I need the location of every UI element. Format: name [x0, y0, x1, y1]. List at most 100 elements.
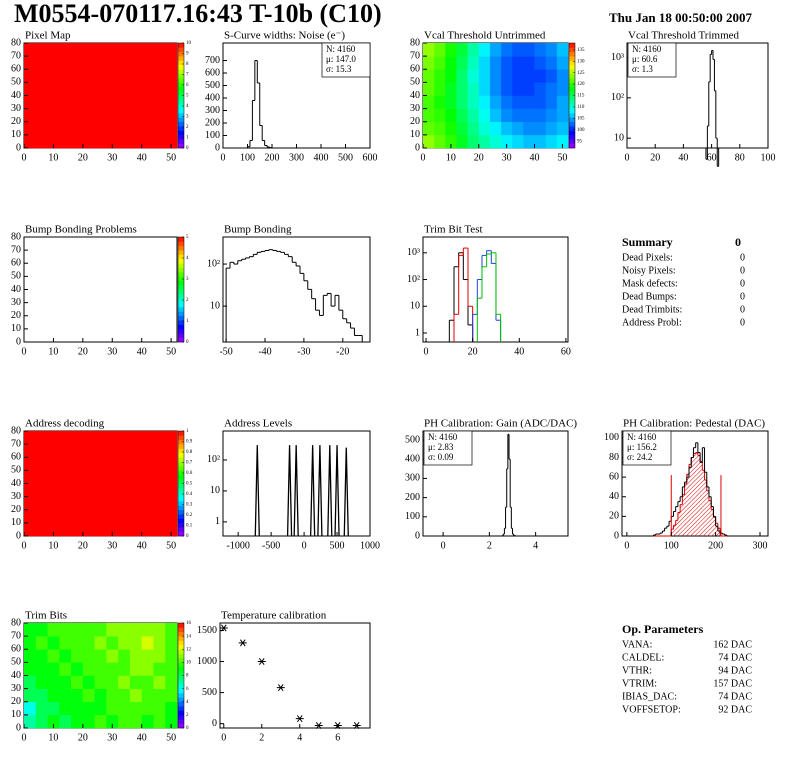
y-tick-label: 50 [11, 465, 21, 476]
colorbar-band [178, 47, 184, 53]
y-tick-label: 200 [405, 492, 420, 503]
heatmap-cell [556, 69, 569, 83]
y-tick-label: 500 [202, 687, 217, 698]
op-value: 74 DAC [718, 691, 752, 702]
heatmap-cell [106, 714, 119, 729]
colorbar-band [178, 527, 184, 532]
y-tick-label: 50 [11, 657, 21, 668]
x-tick-label: 50 [557, 152, 567, 163]
x-tick-label: 20 [78, 732, 88, 743]
colorbar-band [178, 320, 184, 325]
heatmap-cell [47, 636, 60, 650]
summary-value: 0 [740, 265, 745, 276]
heatmap-cell [434, 82, 446, 96]
y-tick-label: 70 [11, 630, 21, 641]
stats-box [627, 42, 677, 78]
hist-fill [671, 529, 674, 536]
hist-fill [680, 504, 683, 536]
colorbar-tick-label: 1 [186, 319, 189, 324]
y-tick-label: 30 [11, 297, 21, 308]
heatmap-cell [141, 623, 154, 637]
y-tick-label: 0 [16, 722, 21, 733]
heatmap-cell [24, 649, 37, 663]
heatmap-cell [467, 134, 480, 149]
heatmap-cell [129, 701, 142, 716]
colorbar-band [178, 250, 184, 255]
colorbar-band [178, 679, 184, 685]
heatmap-cell [71, 675, 84, 689]
heatmap-cell [478, 108, 491, 123]
summary-value: 0 [740, 291, 745, 302]
star-marker [352, 722, 361, 730]
colorbar-band [178, 121, 184, 127]
colorbar-tick-label: 0 [186, 726, 189, 731]
page-title: M0554-070117.16:43 T-10b (C10) [14, 0, 382, 28]
plot-frame [23, 236, 178, 343]
colorbar-band [178, 64, 184, 70]
heatmap-cell [94, 636, 107, 650]
heatmap-cell [59, 636, 72, 650]
heatmap-cell [24, 688, 37, 703]
colorbar-band [178, 91, 184, 96]
page-date: Thu Jan 18 00:50:00 2007 [609, 10, 753, 25]
y-tick-label: 300 [405, 473, 420, 484]
colorbar-band [569, 108, 575, 114]
heatmap-cell [434, 108, 446, 123]
chart-title: Vcal Threshold Untrimmed [424, 30, 546, 42]
heatmap-cell [445, 134, 457, 149]
heatmap-cell [106, 636, 119, 650]
y-tick-label: 40 [11, 90, 21, 101]
colorbar-band [178, 143, 184, 149]
colorbar-band [178, 82, 184, 88]
colorbar-tick-label: 0.6 [186, 471, 193, 476]
heatmap-cell [478, 82, 491, 96]
chart-title: Vcal Threshold Trimmed [628, 30, 740, 42]
colorbar-band [178, 431, 184, 436]
heatmap-cell [82, 649, 95, 663]
heatmap-cell [556, 43, 569, 57]
star-marker [295, 715, 304, 723]
heatmap-cell [35, 636, 48, 650]
colorbar-band [569, 60, 575, 66]
heatmap-cell [59, 688, 72, 703]
x-tick-label: 10 [48, 346, 58, 357]
y-tick-label: 30 [11, 103, 21, 114]
plot-frame [422, 430, 569, 537]
colorbar-band [178, 117, 184, 123]
summary-label: Noisy Pixels: [622, 265, 676, 276]
hist-fill [706, 490, 709, 536]
colorbar-band [178, 487, 184, 493]
spike [254, 445, 260, 537]
x-tick-label: 40 [137, 346, 147, 357]
stats-line: σ: 15.3 [326, 64, 352, 74]
hist-fill [715, 523, 718, 536]
colorbar-band [569, 143, 575, 149]
x-tick-label: 0 [441, 540, 446, 551]
colorbar-band [178, 452, 184, 458]
colorbar-tick-label: 0 [186, 534, 189, 539]
heatmap-cell [153, 688, 166, 703]
heatmap-cell [456, 82, 468, 96]
heatmap-cell [556, 134, 569, 149]
heatmap-cell [71, 662, 84, 676]
heatmap-cell [512, 121, 524, 136]
colorbar-band [178, 492, 184, 497]
heatmap-cell [35, 714, 48, 729]
heatmap-cell [129, 649, 142, 663]
heatmap-cell [35, 662, 48, 676]
heatmap-cell [106, 688, 119, 703]
heatmap-cell [534, 69, 546, 83]
summary-label: Dead Pixels: [622, 252, 673, 263]
colorbar-band [569, 104, 575, 109]
colorbar-band [178, 263, 184, 268]
colorbar-band [178, 697, 184, 703]
stats-box [423, 430, 473, 466]
heatmap-cell [556, 95, 569, 109]
y-tick-label: 40 [11, 670, 21, 681]
colorbar-tick-label: 0.2 [186, 513, 193, 518]
heatmap-cell [534, 43, 546, 57]
stats-line: σ: 1.3 [632, 64, 653, 74]
heatmap-cell [71, 714, 84, 729]
heatmap-cell [118, 714, 131, 729]
colorbar-band [178, 324, 184, 330]
